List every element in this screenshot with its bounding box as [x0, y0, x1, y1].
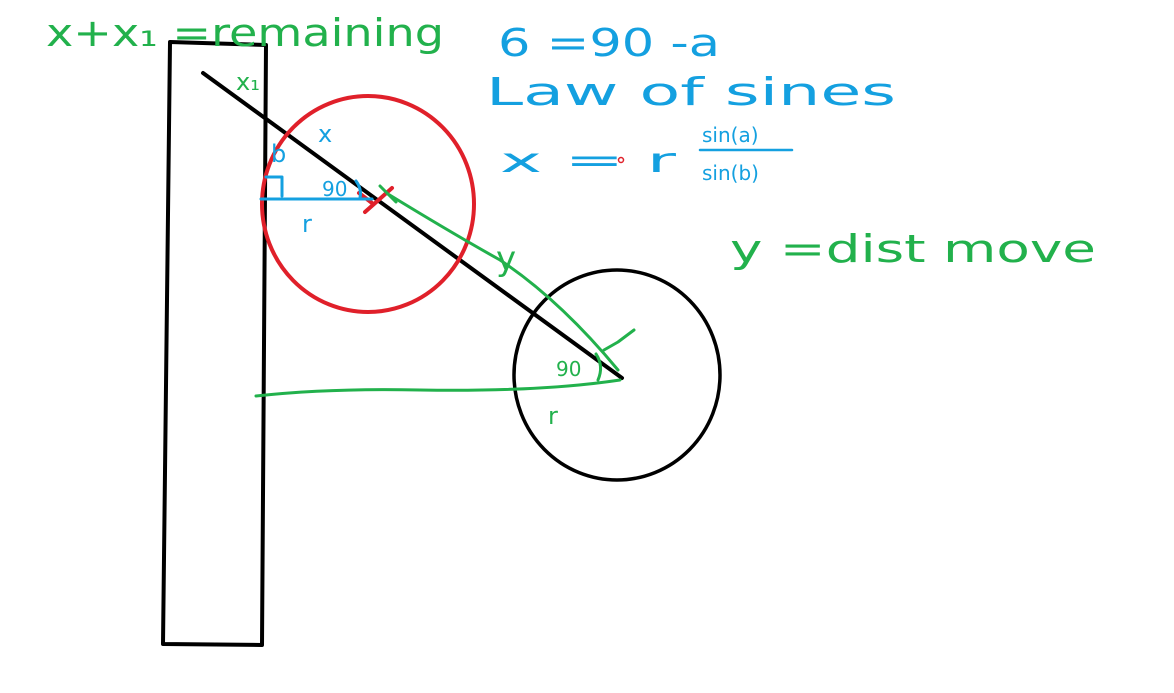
green-angle-arc [594, 352, 603, 382]
wall-rectangle [161, 40, 268, 647]
label-y: y [496, 239, 516, 279]
black-circle [512, 268, 722, 482]
blue-right-angle-marker [264, 175, 284, 198]
label-r-red: r [302, 210, 312, 238]
diagonal-line [201, 71, 624, 380]
note-sin-a: sin(a) [702, 123, 759, 147]
label-b: b [271, 140, 286, 168]
note-b-equation: 6 =90 -a [498, 21, 720, 65]
note-x-formula: x = r [500, 141, 676, 181]
label-ninety-red: 90 [322, 177, 347, 201]
note-law-of-sines: Law of sines [486, 70, 896, 114]
green-tick-bottom [602, 328, 636, 352]
note-remaining: x+x₁ =remaining [46, 11, 444, 55]
note-sin-b: sin(b) [702, 161, 759, 185]
green-y-line [386, 192, 620, 372]
red-circle [260, 94, 476, 314]
green-horizontal-line [254, 378, 622, 398]
note-y-dist-move: y =dist move [730, 227, 1096, 271]
label-r-black: r [548, 402, 558, 430]
label-ninety-black: 90 [556, 357, 581, 381]
label-x: x [318, 120, 332, 148]
green-tick-top [378, 184, 398, 204]
red-dot [617, 156, 625, 164]
blue-angle-arc [354, 179, 362, 200]
label-x1: x₁ [236, 68, 260, 96]
